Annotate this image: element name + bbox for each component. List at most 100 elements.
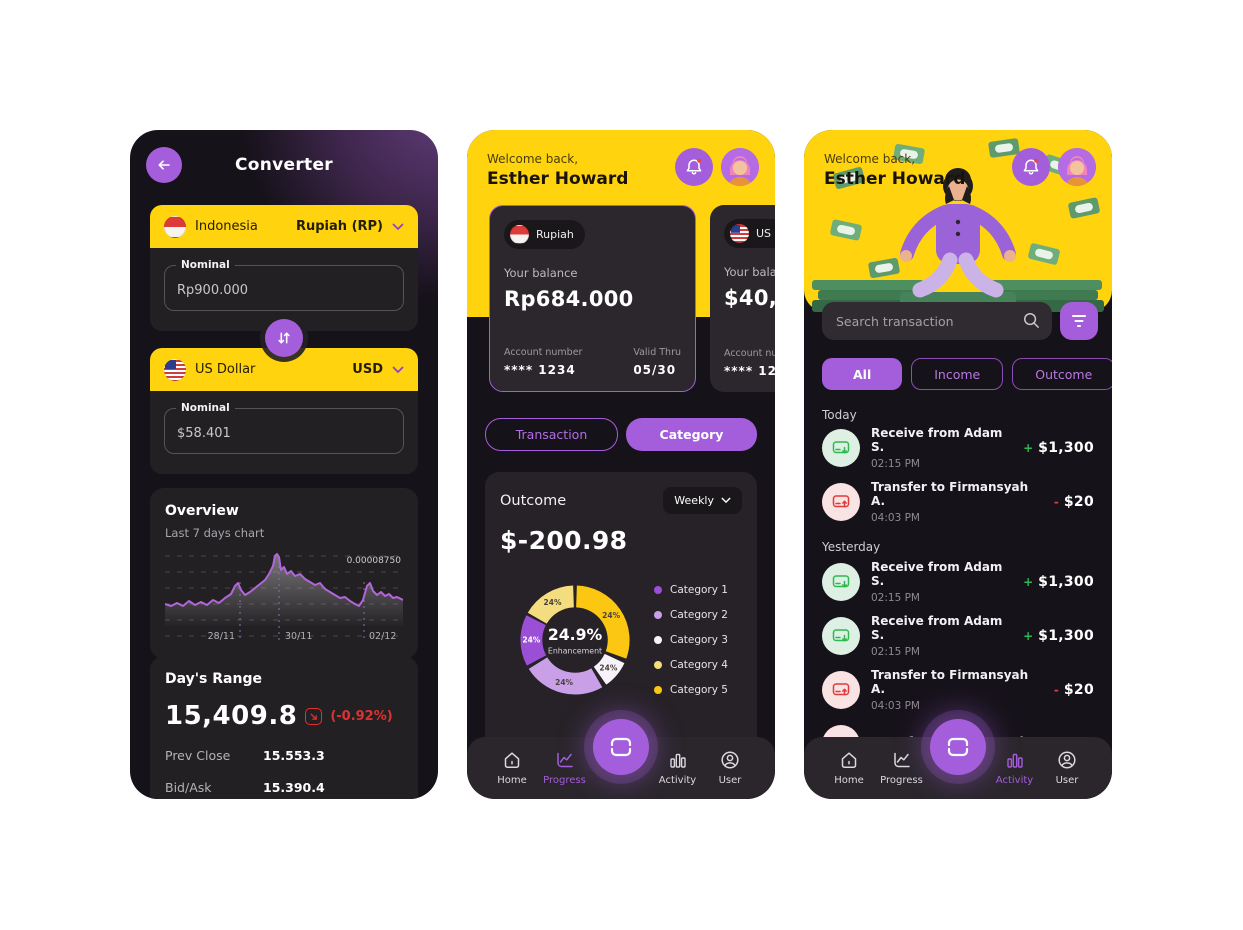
indonesia-flag-icon [510,225,529,244]
nav-home[interactable]: Home [826,750,872,786]
account-number: Account number **** 1234 [724,348,775,378]
overview-title: Overview [165,503,239,519]
country-label: US Dollar [195,362,256,377]
filter-button[interactable] [1060,302,1098,340]
chart-legend: Category 1 Category 2 Category 3 Categor… [654,584,728,696]
nav-activity[interactable]: Activity [655,750,701,786]
user-name: Esther Howard [487,169,629,189]
transaction-row[interactable]: Transfer to Firmansyah A. 04:03 PM - $20 [822,668,1094,712]
y-max-label: 0.00008750 [347,556,402,566]
scan-button[interactable] [930,719,986,775]
currency-to-body: Nominal [150,391,418,474]
row-label: Prev Close [165,748,231,763]
user-icon [721,751,739,769]
tab-transaction[interactable]: Transaction [485,418,618,451]
nav-home[interactable]: Home [489,750,535,786]
chevron-down-icon [392,366,404,373]
currency-pill: US Dollar [724,219,775,248]
range-change: (-0.92%) [330,708,393,724]
slice-category-2 [528,656,603,695]
transaction-row[interactable]: Receive from Adam S. 02:15 PM + $1,300 [822,614,1094,658]
notifications-button[interactable] [675,148,713,186]
slice-category-5 [575,585,630,659]
slice-label: 24% [602,611,620,620]
tab-category[interactable]: Category [626,418,757,451]
home-icon [841,752,857,769]
bid-ask-row: Bid/Ask 15.390.4 [165,780,403,795]
page-title: Converter [235,155,333,175]
user-icon [1058,751,1076,769]
currency-from-selector[interactable]: Indonesia Rupiah (RP) [150,205,418,248]
filter-all[interactable]: All [822,358,903,390]
donut-chart: 24% 24% 24% 24% 24% 24.9% Enhancement [520,585,630,695]
days-range-card: Day's Range 15,409.8 (-0.92%) Prev Close… [150,656,418,799]
prev-close-row: Prev Close 15.553.3 [165,748,403,763]
donut-center-label: Enhancement [548,647,602,656]
section-yesterday: Yesterday [822,540,881,554]
balance-label: Your balance [724,265,775,279]
legend-dot [654,636,662,644]
greeting-label: Welcome back, [487,152,579,166]
nominal-from-input[interactable] [177,283,391,298]
balance-value: Rp684.000 [504,287,634,311]
slice-category-3 [593,653,625,685]
notifications-button[interactable] [1012,148,1050,186]
transaction-row[interactable]: Transfer to Firmansyah A. 04:03 PM - $20 [822,480,1094,524]
receive-icon [822,563,860,601]
nav-user[interactable]: User [707,750,753,786]
nominal-to-input[interactable] [177,426,391,441]
currency-label: Rupiah [536,228,574,241]
avatar[interactable] [721,148,759,186]
search-box [822,302,1053,340]
slice-label: 24% [522,636,540,645]
nav-activity[interactable]: Activity [992,750,1038,786]
legend-item: Category 1 [654,584,728,596]
transaction-row[interactable]: Receive from Adam S. 02:15 PM + $1,300 [822,560,1094,604]
search-input[interactable] [822,302,1053,340]
donut-center-value: 24.9% [548,625,603,644]
woman [900,168,1016,298]
back-button[interactable] [146,147,182,183]
nav-progress[interactable]: Progress [879,750,925,786]
search-icon [1022,311,1041,334]
outcome-value: $-200.98 [500,526,628,555]
legend-dot [654,611,662,619]
swap-currencies-button[interactable] [265,319,303,357]
filter-income[interactable]: Income [911,358,1004,390]
us-flag-icon [164,358,186,381]
receive-icon [822,617,860,655]
bell-icon [1023,158,1039,175]
period-value: Weekly [674,494,714,507]
nominal-label: Nominal [176,402,235,414]
bell-icon [686,158,702,175]
transaction-row[interactable]: Receive from Adam S. 02:15 PM + $1,300 [822,426,1094,470]
legend-item: Category 4 [654,659,728,671]
progress-chart-icon [893,752,910,768]
nav-progress[interactable]: Progress [542,750,588,786]
user-name: Esther Howard [824,169,966,189]
section-today: Today [822,408,857,422]
avatar[interactable] [1058,148,1096,186]
legend-dot [654,586,662,594]
scan-button[interactable] [593,719,649,775]
slice-label: 24% [544,598,562,607]
activity-screen: Welcome back, Esther Howard [804,130,1112,799]
balance-label: Your balance [504,266,578,280]
filter-icon [1072,315,1087,327]
nominal-field: Nominal [164,402,404,454]
period-dropdown[interactable]: Weekly [663,487,742,514]
legend-item: Category 2 [654,609,728,621]
chevron-down-icon [721,497,731,504]
x-tick: 30/11 [285,631,312,642]
currency-code: USD [352,362,383,377]
progress-screen: Welcome back, Esther Howard Rupiah Y [467,130,775,799]
outcome-card: Outcome Weekly $-200.98 24% 24% 24% 24% [485,472,757,758]
filter-outcome[interactable]: Outcome [1012,358,1112,390]
balance-card-usd[interactable]: US Dollar Your balance $40,5 Account num… [710,205,775,392]
converter-screen: Converter Indonesia Rupiah (RP) Nominal … [130,130,438,799]
scan-icon [947,737,969,757]
trend-down-icon [305,707,323,725]
nav-user[interactable]: User [1044,750,1090,786]
balance-card-rupiah[interactable]: Rupiah Your balance Rp684.000 Account nu… [489,205,696,392]
progress-chart-icon [556,752,573,768]
